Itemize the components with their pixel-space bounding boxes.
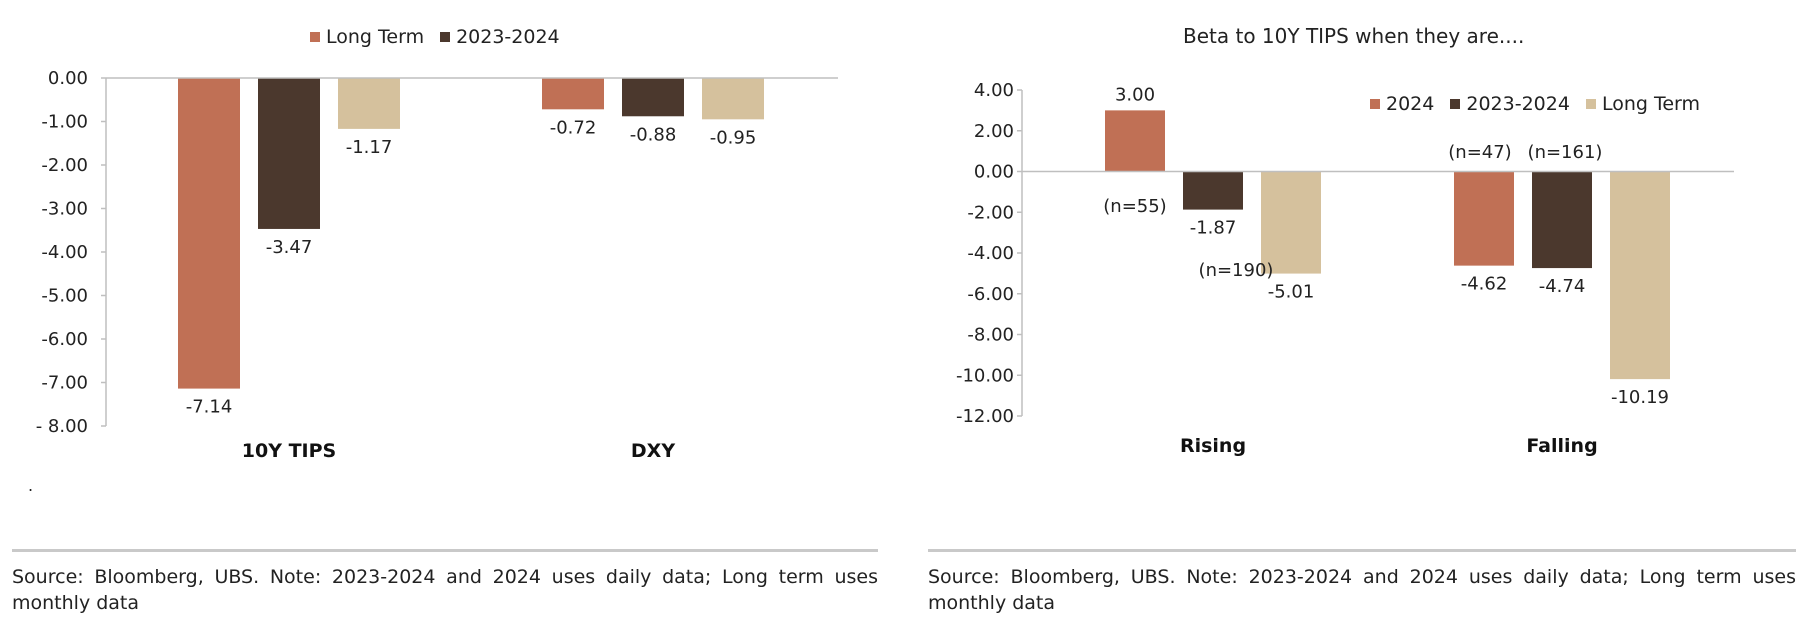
stray-mark: . [28, 476, 34, 495]
sample-size-annotation: (n=190) [1199, 260, 1274, 281]
y-tick-label: -2.00 [41, 155, 88, 176]
bar-dxy-long-term [542, 78, 604, 110]
category-label: Falling [1526, 435, 1597, 457]
right-source-note: Source: Bloomberg, UBS. Note: 2023-2024 … [928, 566, 1796, 614]
y-tick-label: -10.00 [956, 365, 1014, 386]
data-label: -0.72 [550, 117, 597, 138]
category-label: 10Y TIPS [242, 440, 336, 462]
bar-falling-2024 [1454, 171, 1514, 266]
right-bar-chart: 4.00 2.00 0.00 -2.00 -4.00 -6.00 -8.00 -10.00 -1… [956, 80, 1734, 457]
category-label: DXY [631, 440, 675, 462]
y-tick-label: -6.00 [41, 329, 88, 350]
legend-item-2023-2024: 2023-2024 [440, 26, 560, 48]
data-label: -4.74 [1539, 276, 1586, 297]
y-tick-label: -6.00 [967, 284, 1014, 305]
y-tick-label: -12.00 [956, 406, 1014, 427]
legend-item-2023-2024: 2023-2024 [1450, 93, 1570, 115]
right-chart-title: Beta to 10Y TIPS when they are.... [1183, 24, 1525, 48]
y-tick-label: 0.00 [974, 162, 1014, 183]
y-tick-label: -2.00 [967, 202, 1014, 223]
right-source-rule [928, 549, 1796, 552]
bar-10y-tips-long-term [178, 78, 240, 389]
bar-10y-tips-2023-2024 [258, 78, 320, 229]
left-legend: Long Term 2023-2024 [310, 26, 576, 48]
sample-size-annotation: (n=55) [1103, 196, 1166, 217]
legend-item-2024: 2024 [1370, 93, 1434, 115]
bar-10y-tips-series-3 [338, 78, 400, 129]
left-source-note: Source: Bloomberg, UBS. Note: 2023-2024 … [12, 566, 878, 614]
y-tick-label: -7.00 [41, 373, 88, 394]
legend-label-long-term: Long Term [326, 26, 425, 48]
data-label: -0.95 [710, 127, 757, 148]
legend-swatch-2024 [1370, 99, 1380, 109]
bar-falling-long-term [1610, 171, 1670, 380]
data-label: -1.87 [1190, 218, 1237, 239]
y-tick-label: -5.00 [41, 286, 88, 307]
y-tick-label: - 8.00 [36, 416, 88, 437]
y-tick-label: 0.00 [48, 68, 88, 89]
legend-swatch-long-term [310, 32, 320, 42]
legend-swatch-2023-2024 [1450, 99, 1461, 109]
y-tick-label: -8.00 [967, 325, 1014, 346]
data-label: -4.62 [1461, 274, 1508, 295]
bar-rising-long-term [1261, 171, 1321, 274]
sample-size-annotation: (n=161) [1528, 142, 1603, 163]
data-label: -5.01 [1268, 282, 1315, 303]
data-label: -1.17 [346, 137, 393, 158]
legend-label-2024: 2024 [1386, 93, 1435, 115]
bar-rising-2023-2024 [1183, 171, 1243, 210]
bar-falling-2023-2024 [1532, 171, 1592, 269]
data-label: -7.14 [186, 397, 233, 418]
legend-label-long-term: Long Term [1601, 93, 1701, 115]
legend-swatch-2023-2024 [440, 32, 451, 42]
category-label: Rising [1180, 435, 1246, 457]
legend-label-2023-2024: 2023-2024 [1466, 93, 1570, 115]
y-tick-label: -1.00 [41, 112, 88, 133]
data-label: -3.47 [266, 237, 313, 258]
bar-dxy-series-3 [702, 78, 764, 120]
left-bar-chart: 0.00 -1.00 -2.00 -3.00 -4.00 -5.00 -6.00 -7.00 -… [36, 68, 838, 462]
sample-size-annotation: (n=47) [1448, 142, 1511, 163]
right-chart-panel: Beta to 10Y TIPS when they are.... 2024 … [918, 0, 1809, 633]
bar-rising-2024 [1105, 110, 1165, 172]
left-source-rule [12, 549, 878, 552]
legend-item-long-term: Long Term [310, 26, 424, 48]
y-tick-label: -4.00 [967, 243, 1014, 264]
y-tick-label: 4.00 [974, 80, 1014, 101]
legend-item-long-term: Long Term [1585, 93, 1701, 115]
y-tick-label: -4.00 [41, 242, 88, 263]
right-legend: 2024 2023-2024 Long Term [1370, 93, 1716, 115]
left-chart-panel: Long Term 2023-2024 0.00 -1.00 -2.00 -3.00 -… [0, 0, 890, 633]
y-tick-label: 2.00 [974, 121, 1014, 142]
data-label: 3.00 [1115, 84, 1155, 105]
legend-swatch-long-term [1585, 99, 1596, 109]
data-label: -0.88 [630, 124, 677, 145]
data-label: -10.19 [1611, 387, 1669, 408]
bar-dxy-2023-2024 [622, 78, 684, 117]
legend-label-2023-2024: 2023-2024 [456, 26, 560, 48]
y-tick-label: -3.00 [41, 199, 88, 220]
